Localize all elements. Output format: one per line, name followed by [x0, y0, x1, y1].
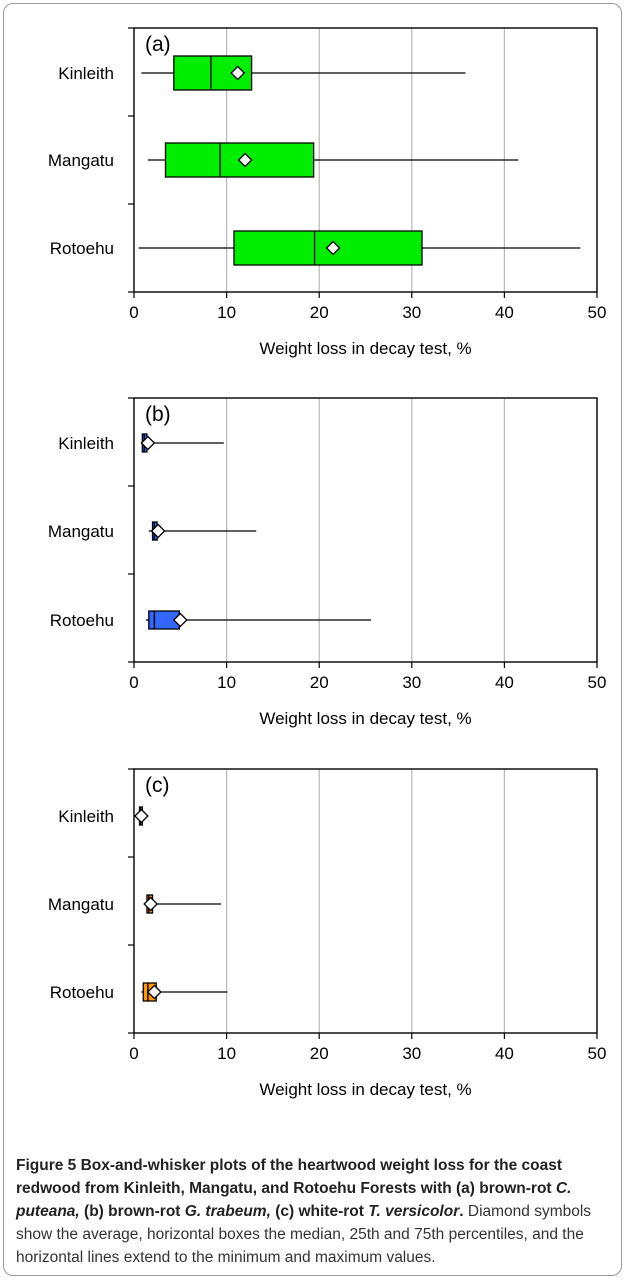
x-tick-label: 20	[310, 303, 329, 322]
category-label: Kinleith	[58, 434, 114, 453]
category-label: Rotoehu	[50, 983, 114, 1002]
caption-bold-2: (b) brown-rot	[79, 1203, 185, 1220]
x-tick-label: 50	[588, 303, 607, 322]
panel-label: (b)	[145, 403, 171, 426]
mean-diamond	[146, 984, 162, 1000]
panel-label: (c)	[145, 774, 170, 797]
figure-frame	[3, 3, 622, 1276]
figure-caption: Figure 5 Box-and-whisker plots of the he…	[16, 1154, 614, 1269]
x-tick-label: 30	[402, 1044, 421, 1063]
plot-frame	[133, 768, 598, 1034]
chart-panel-a: 0 10 20 30 40 50 Weight loss in decay test, % (…	[48, 27, 607, 358]
x-axis-title: Weight loss in decay test, %	[259, 339, 471, 358]
x-tick-label: 30	[402, 303, 421, 322]
x-tick-label: 10	[217, 1044, 236, 1063]
x-tick-label: 20	[310, 1044, 329, 1063]
caption-description: Diamond symbols show the average, horizo…	[16, 1203, 592, 1266]
category-label: Kinleith	[58, 807, 114, 826]
category-label: Mangatu	[48, 151, 114, 170]
mean-diamond	[150, 523, 166, 539]
x-tick-label: 20	[310, 673, 329, 692]
box-iqr	[173, 55, 253, 91]
category-label: Rotoehu	[50, 239, 114, 258]
x-tick-label: 0	[129, 303, 138, 322]
x-axis-title: Weight loss in decay test, %	[259, 709, 471, 728]
mean-diamond	[230, 65, 246, 81]
caption-species-2: G. trabeum,	[184, 1203, 271, 1220]
x-tick-label: 40	[495, 1044, 514, 1063]
category-label: Mangatu	[48, 895, 114, 914]
mean-diamond	[172, 612, 188, 628]
x-axis-title: Weight loss in decay test, %	[259, 1080, 471, 1099]
chart-panel-b: 0 10 20 30 40 50 Weight loss in decay test, % (…	[48, 397, 607, 728]
chart-panel-c: 0 10 20 30 40 50 Weight loss in decay test, % (…	[48, 768, 607, 1099]
category-label: Mangatu	[48, 522, 114, 541]
category-label: Kinleith	[58, 64, 114, 83]
caption-species-3: T. versicolor	[368, 1203, 460, 1220]
x-tick-label: 30	[402, 673, 421, 692]
x-tick-label: 10	[217, 673, 236, 692]
x-tick-label: 40	[495, 673, 514, 692]
plot-frame	[133, 397, 598, 663]
mean-diamond	[143, 896, 159, 912]
caption-bold-1: Figure 5 Box-and-whisker plots of the he…	[16, 1157, 563, 1197]
x-tick-label: 50	[588, 1044, 607, 1063]
plot-frame	[133, 27, 598, 293]
caption-bold-3: (c) white-rot	[270, 1203, 369, 1220]
caption-bold-4: .	[459, 1203, 464, 1220]
mean-diamond	[237, 152, 253, 168]
caption-species-1: C. puteana,	[16, 1180, 572, 1220]
x-tick-label: 40	[495, 303, 514, 322]
x-tick-label: 0	[129, 1044, 138, 1063]
panel-label: (a)	[145, 33, 171, 56]
mean-diamond	[325, 240, 341, 256]
x-tick-label: 10	[217, 303, 236, 322]
x-tick-label: 50	[588, 673, 607, 692]
mean-diamond	[133, 808, 149, 824]
category-label: Rotoehu	[50, 611, 114, 630]
mean-diamond	[140, 435, 156, 451]
x-tick-label: 0	[129, 673, 138, 692]
